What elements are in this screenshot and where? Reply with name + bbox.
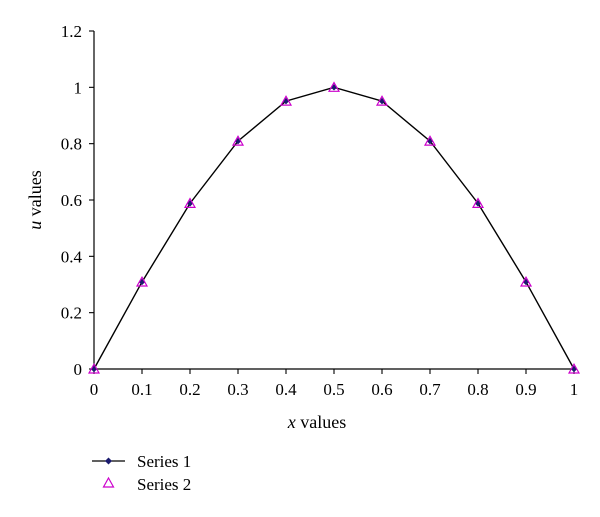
y-axis-ticks: 0 0.2 0.4 0.6 0.8 1 1.2: [61, 22, 94, 379]
x-tick-label: 0.6: [371, 380, 392, 399]
series-2: [87, 81, 581, 374]
x-tick-label: 0.7: [419, 380, 441, 399]
series-1: [90, 84, 578, 373]
x-axis-ticks: 0 0.1 0.2 0.3 0.4 0.5 0.6 0.7 0.8 0.9 1: [90, 369, 579, 399]
series-2-point: [135, 275, 149, 287]
series-2-point: [375, 95, 389, 106]
y-tick-label: 0.6: [61, 191, 82, 210]
legend-item-series-2: Series 2: [102, 475, 191, 494]
x-axis-title: x values: [287, 412, 346, 432]
series-layer: [87, 81, 581, 374]
legend-series-1-label: Series 1: [137, 452, 191, 471]
series-2-point: [327, 81, 341, 92]
series-1-point: [330, 84, 338, 91]
x-tick-label: 0: [90, 380, 99, 399]
series-2-point: [231, 135, 245, 146]
y-tick-label: 1.2: [61, 22, 82, 41]
x-tick-label: 0.2: [179, 380, 200, 399]
series-2-point: [183, 197, 197, 208]
legend-series-1-marker: [105, 457, 112, 465]
series-2-point: [87, 362, 101, 374]
series-1-line: [93, 86, 575, 370]
x-tick-label: 1: [570, 380, 579, 399]
series-1-point: [282, 97, 290, 105]
x-tick-label: 0.5: [323, 380, 344, 399]
series-2-point: [471, 197, 485, 208]
series-2-point: [567, 362, 581, 374]
x-tick-label: 0.9: [515, 380, 536, 399]
legend-series-2-marker: [102, 476, 115, 488]
x-tick-label: 0.1: [131, 380, 152, 399]
series-2-point: [519, 275, 533, 287]
y-tick-label: 0: [74, 360, 83, 379]
x-tick-label: 0.8: [467, 380, 488, 399]
series-2-point: [423, 135, 437, 146]
x-tick-label: 0.3: [227, 380, 248, 399]
series-1-point: [186, 200, 194, 207]
series-1-point: [378, 97, 386, 105]
y-tick-label: 0.8: [61, 135, 82, 154]
y-tick-label: 0.2: [61, 304, 82, 323]
legend: Series 1 Series 2: [92, 452, 191, 494]
y-axis-title: u values: [25, 170, 45, 229]
x-tick-label: 0.4: [275, 380, 297, 399]
series-2-point: [279, 95, 293, 106]
legend-series-2-label: Series 2: [137, 475, 191, 494]
y-tick-label: 0.4: [61, 247, 83, 266]
legend-item-series-1: Series 1: [92, 452, 191, 471]
y-tick-label: 1: [74, 78, 83, 97]
